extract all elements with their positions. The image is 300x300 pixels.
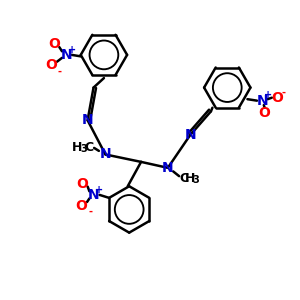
Text: N: N — [82, 113, 93, 127]
Text: O: O — [48, 37, 60, 51]
Text: O: O — [76, 177, 88, 190]
Text: +: + — [68, 44, 76, 55]
Text: 3: 3 — [81, 144, 87, 154]
Text: 3: 3 — [193, 175, 200, 185]
Text: O: O — [271, 91, 283, 105]
Text: N: N — [256, 94, 268, 108]
Text: -: - — [88, 207, 92, 217]
Text: H: H — [185, 172, 195, 185]
Text: N: N — [100, 148, 111, 161]
Text: C: C — [85, 140, 94, 154]
Text: +: + — [95, 184, 103, 194]
Text: N: N — [184, 128, 196, 142]
Text: -: - — [282, 88, 286, 98]
Text: N: N — [162, 161, 174, 175]
Text: O: O — [45, 58, 57, 72]
Text: H: H — [72, 140, 83, 154]
Text: -: - — [57, 67, 61, 77]
Text: O: O — [75, 199, 87, 213]
Text: O: O — [259, 106, 271, 120]
Text: N: N — [61, 48, 72, 62]
Text: N: N — [88, 188, 99, 202]
Text: +: + — [264, 90, 272, 100]
Text: C: C — [180, 172, 189, 185]
